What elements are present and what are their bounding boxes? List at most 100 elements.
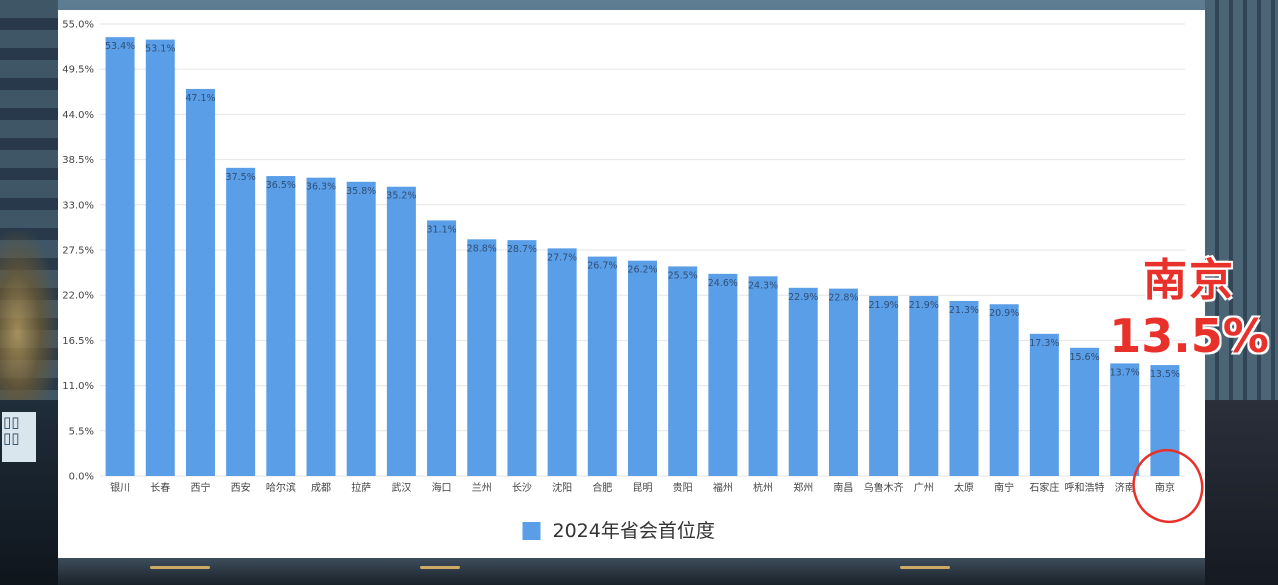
- data-label: 35.8%: [346, 186, 376, 197]
- bar: [547, 248, 577, 476]
- chart-panel: 0.0% 5.5% 11.0% 16.5% 22.0% 27.5% 33.0% 38.5% 44…: [58, 10, 1205, 558]
- data-label: 26.7%: [587, 261, 617, 272]
- bar: [185, 88, 215, 476]
- y-tick-label: 55.0%: [62, 20, 94, 31]
- x-tick-label: 南昌: [833, 481, 853, 494]
- y-tick-label: 16.5%: [62, 336, 94, 347]
- bar: [788, 287, 818, 476]
- data-label: 24.6%: [708, 278, 738, 289]
- data-label: 28.7%: [507, 244, 537, 255]
- x-tick-label: 西安: [231, 481, 251, 494]
- data-label: 26.2%: [627, 265, 657, 276]
- x-tick-label: 西宁: [190, 481, 210, 494]
- x-tick-label: 长春: [150, 482, 170, 494]
- data-label: 13.5%: [1150, 369, 1180, 380]
- x-tick-label: 沈阳: [552, 481, 572, 494]
- data-label: 22.8%: [828, 293, 858, 304]
- data-label: 22.9%: [788, 292, 818, 303]
- x-tick-label: 呼和浩特: [1065, 482, 1105, 494]
- data-label: 36.5%: [266, 180, 296, 191]
- data-label: 17.3%: [1029, 338, 1059, 349]
- data-label: 53.4%: [105, 41, 135, 52]
- bar: [828, 288, 858, 476]
- left-building-lights: [0, 230, 58, 400]
- bar: [628, 260, 657, 476]
- bar: [346, 181, 376, 476]
- x-tick-label: 福州: [713, 481, 733, 494]
- x-tick-label: 海口: [432, 481, 452, 494]
- y-tick-label: 44.0%: [62, 110, 94, 121]
- x-tick-label: 南京: [1155, 481, 1175, 494]
- data-label: 35.2%: [386, 191, 416, 202]
- legend-label: 2024年省会首位度: [553, 520, 715, 542]
- highlight-circle: [1132, 448, 1204, 524]
- x-tick-label: 哈尔滨: [266, 481, 296, 494]
- y-tick-label: 33.0%: [62, 200, 94, 211]
- bar: [467, 239, 497, 476]
- bar: [507, 240, 537, 476]
- data-label: 20.9%: [989, 308, 1019, 319]
- data-label: 36.3%: [306, 182, 336, 193]
- bar: [869, 296, 899, 476]
- y-tick-label: 5.5%: [69, 426, 94, 437]
- bar: [306, 177, 336, 476]
- data-label: 21.9%: [909, 300, 939, 311]
- x-tick-label: 太原: [954, 481, 974, 494]
- car-light: [900, 566, 950, 569]
- x-tick-label: 合肥: [592, 481, 612, 494]
- x-tick-label: 石家庄: [1029, 481, 1059, 494]
- data-label: 37.5%: [226, 172, 256, 183]
- bar: [989, 304, 1019, 476]
- data-label: 31.1%: [426, 224, 456, 235]
- bar: [1150, 365, 1180, 476]
- data-label: 21.3%: [949, 305, 979, 316]
- bar-chart: 0.0% 5.5% 11.0% 16.5% 22.0% 27.5% 33.0% 38.5% 44…: [62, 20, 1204, 542]
- street: [58, 558, 1205, 585]
- bar: [105, 37, 135, 476]
- bar: [1110, 363, 1140, 476]
- x-tick-label: 南宁: [994, 481, 1014, 494]
- x-tick-label: 武汉: [391, 481, 411, 494]
- callout-city-name: 南京: [1143, 255, 1235, 307]
- data-label: 25.5%: [668, 270, 698, 281]
- data-label: 15.6%: [1069, 352, 1099, 363]
- data-label: 27.7%: [547, 252, 577, 263]
- bar: [386, 186, 416, 476]
- car-light: [150, 566, 210, 569]
- x-tick-label: 昆明: [633, 482, 653, 494]
- legend-swatch: [522, 522, 541, 540]
- callout-value: 13.5%: [1109, 309, 1270, 364]
- y-tick-label: 22.0%: [62, 291, 94, 302]
- bar: [266, 176, 296, 476]
- bar: [1029, 333, 1059, 476]
- x-tick-label: 成都: [311, 482, 331, 494]
- data-label: 53.1%: [145, 44, 175, 55]
- bar: [949, 300, 979, 476]
- y-tick-label: 27.5%: [62, 246, 94, 257]
- bar: [1070, 347, 1100, 476]
- highlight-callout: 南京 13.5%: [1100, 252, 1278, 364]
- x-tick-label: 兰州: [472, 481, 492, 494]
- x-tick-label: 银川: [110, 481, 130, 494]
- bar: [587, 256, 617, 476]
- y-tick-label: 11.0%: [62, 381, 94, 392]
- x-tick-label: 广州: [914, 482, 934, 494]
- bar: [145, 39, 175, 476]
- data-label: 13.7%: [1110, 367, 1140, 378]
- data-label: 21.9%: [869, 300, 899, 311]
- bar: [909, 296, 939, 476]
- x-tick-label: 杭州: [753, 481, 773, 494]
- watermark: Ⅰ0Ⅰ0Ⅰ: [1164, 540, 1196, 562]
- bar: [668, 266, 698, 476]
- y-tick-label: 49.5%: [62, 65, 94, 76]
- x-tick-label: 郑州: [793, 481, 813, 494]
- car-light: [420, 566, 460, 569]
- bar: [226, 167, 256, 476]
- bar: [708, 273, 738, 476]
- shop-sign-decoration: ▯▯ ▯▯: [2, 412, 36, 462]
- x-tick-label: 长沙: [512, 482, 532, 494]
- data-label: 47.1%: [185, 93, 215, 104]
- y-tick-label: 38.5%: [62, 155, 94, 166]
- right-storefront: [1205, 400, 1278, 585]
- x-tick-label: 济南: [1115, 481, 1135, 494]
